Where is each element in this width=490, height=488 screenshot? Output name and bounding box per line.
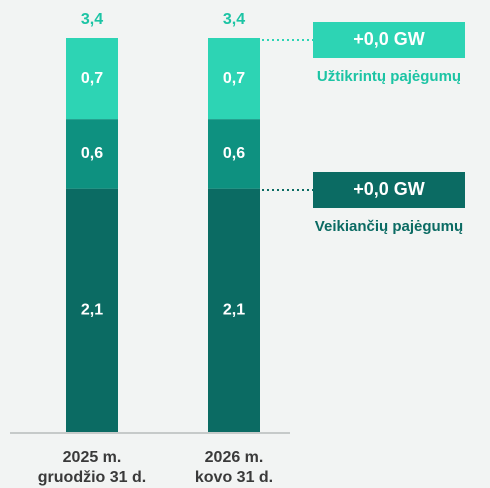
x-tick-label: kovo 31 d. xyxy=(195,469,273,486)
annotation-text: +0,0 GW xyxy=(353,179,425,199)
bar-segment xyxy=(66,188,118,432)
bar-segment xyxy=(208,119,260,189)
annotation-box xyxy=(313,172,465,208)
annotation-box xyxy=(313,22,465,58)
bar-segment xyxy=(66,38,118,120)
segment-label: 0,6 xyxy=(223,145,245,162)
annotation-label: Užtikrintų pajėgumų xyxy=(317,68,461,85)
segment-label: 2,1 xyxy=(81,302,103,319)
x-tick-label: gruodžio 31 d. xyxy=(38,469,146,486)
bar-segment xyxy=(66,119,118,189)
segment-label: 0,6 xyxy=(81,145,103,162)
annotation-label: Veikiančių pajėgumų xyxy=(315,218,463,235)
segment-label: 0,7 xyxy=(223,70,245,87)
segment-label: 2,1 xyxy=(223,302,245,319)
annotation-text: +0,0 GW xyxy=(353,29,425,49)
total-label: 3,4 xyxy=(223,11,245,28)
bar-segment xyxy=(208,188,260,432)
segment-label: 0,7 xyxy=(81,70,103,87)
x-tick-label: 2025 m. xyxy=(63,449,122,466)
total-label: 3,4 xyxy=(81,11,103,28)
x-tick-label: 2026 m. xyxy=(205,449,264,466)
bar-segment xyxy=(208,38,260,120)
